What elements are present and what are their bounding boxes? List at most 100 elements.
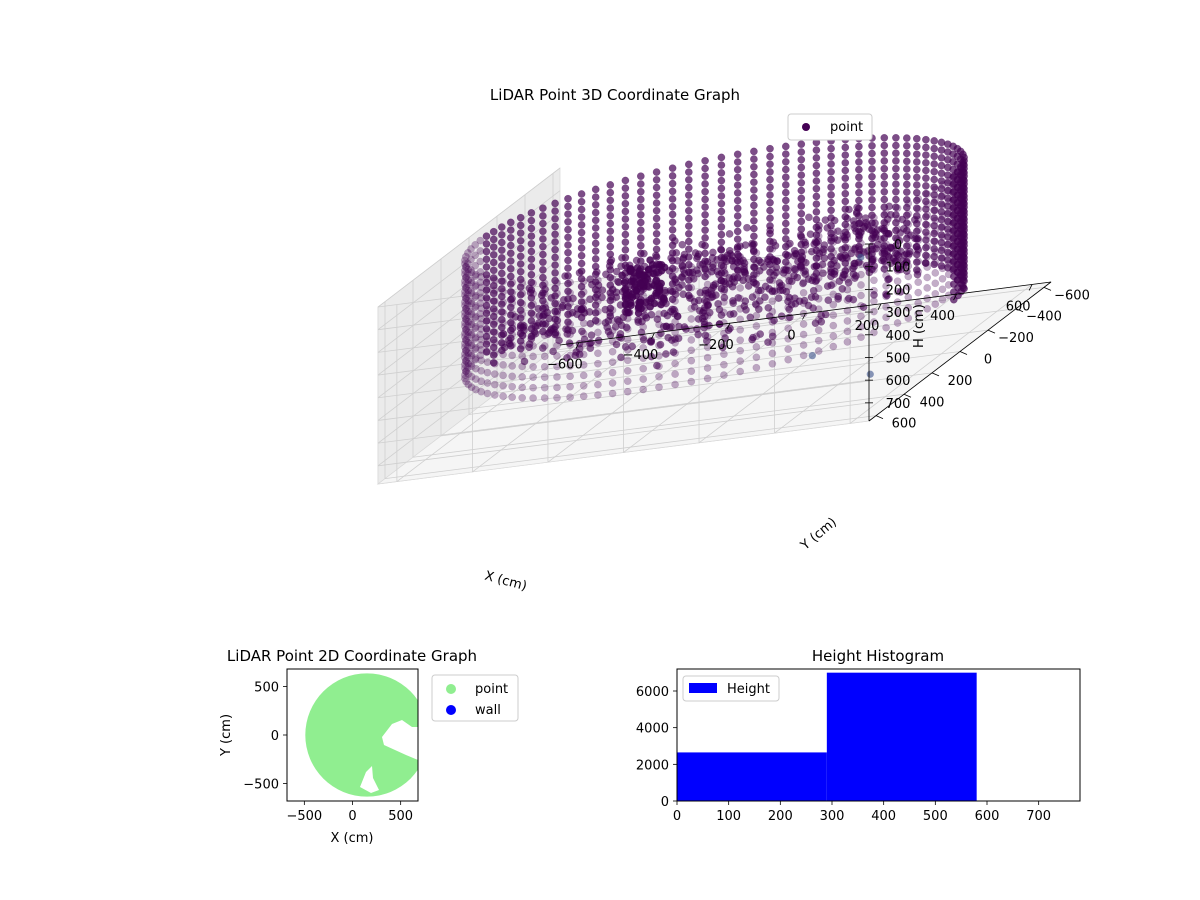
z-tick-label: 400 [886, 329, 911, 344]
data-point [797, 148, 806, 156]
data-point [937, 169, 946, 178]
data-point [819, 269, 827, 278]
data-point [827, 183, 835, 192]
data-point [553, 393, 561, 402]
data-point [591, 247, 600, 255]
data-point [868, 188, 876, 196]
data-point [812, 184, 821, 193]
data-point [467, 339, 475, 347]
data-point [904, 303, 913, 312]
data-point [499, 381, 507, 390]
data-point [461, 270, 469, 278]
data-point [467, 349, 475, 358]
data-point [636, 218, 645, 227]
data-point [579, 361, 588, 369]
data-point [797, 263, 806, 272]
data-point [799, 351, 808, 360]
data-point [606, 265, 615, 274]
data-point [462, 262, 470, 271]
data-point [892, 141, 900, 150]
data-point [594, 391, 602, 399]
data-point [855, 219, 863, 228]
data-point [464, 380, 473, 389]
data-point [827, 281, 836, 290]
data-point [717, 176, 726, 185]
data-point [668, 210, 677, 219]
data-point [539, 212, 547, 220]
x-tick-label: 600 [975, 809, 1000, 824]
data-point [937, 223, 946, 232]
data-point [781, 250, 790, 259]
legend-frame [682, 675, 780, 702]
data-point [834, 227, 842, 236]
data-point [461, 284, 470, 292]
data-point [656, 340, 665, 349]
data-point [749, 333, 757, 342]
data-point [797, 178, 806, 187]
data-point [829, 321, 838, 330]
data-point [748, 293, 757, 301]
x-tick [575, 342, 580, 349]
data-point [668, 272, 677, 281]
data-point [612, 267, 621, 276]
data-point [489, 281, 498, 290]
data-point [577, 259, 586, 268]
data-point [621, 184, 630, 193]
data-point [461, 343, 469, 352]
data-point [606, 296, 615, 305]
data-point [687, 336, 696, 344]
data-point [930, 260, 939, 269]
data-point [733, 258, 742, 267]
y-tick-label: 500 [254, 680, 279, 695]
data-point [652, 191, 661, 200]
data-point [606, 258, 615, 266]
x-tick-label: 200 [855, 319, 880, 334]
data-point [516, 344, 525, 353]
data-point [639, 375, 648, 383]
data-point [880, 180, 889, 188]
y-tick [1043, 286, 1052, 291]
data-point [551, 253, 559, 262]
data-point [539, 327, 547, 336]
data-point [636, 234, 645, 242]
x-tick-label: −200 [698, 338, 734, 353]
data-point [827, 245, 835, 253]
data-point [880, 141, 889, 150]
data-point [684, 283, 693, 292]
data-point [636, 257, 645, 265]
data-point [606, 204, 615, 212]
data-point [750, 155, 758, 163]
data-point [797, 202, 806, 210]
data-point [827, 160, 835, 168]
data-point [603, 323, 612, 332]
data-point [564, 248, 572, 257]
data-point [621, 246, 630, 254]
legend-marker-wall [446, 705, 456, 715]
data-point [636, 272, 645, 281]
data-point [461, 339, 469, 348]
data-point [812, 146, 821, 154]
data-point [461, 256, 469, 265]
data-point [930, 183, 939, 192]
data-point [471, 334, 480, 343]
data-point [539, 320, 547, 328]
data-point [471, 345, 480, 354]
data-point [812, 177, 821, 185]
data-point [931, 279, 940, 288]
data-point [606, 219, 615, 228]
data-point [701, 180, 709, 188]
data-point [721, 334, 729, 342]
x-tick [726, 323, 731, 330]
data-point [467, 320, 476, 329]
data-point [923, 273, 932, 282]
data-point [482, 301, 491, 310]
data-point [564, 310, 572, 319]
data-point [809, 286, 818, 295]
data-point [467, 331, 476, 339]
data-point [577, 251, 586, 260]
data-point [516, 267, 525, 276]
data-point [684, 276, 693, 284]
data-point [733, 173, 742, 182]
data-point [591, 316, 600, 325]
